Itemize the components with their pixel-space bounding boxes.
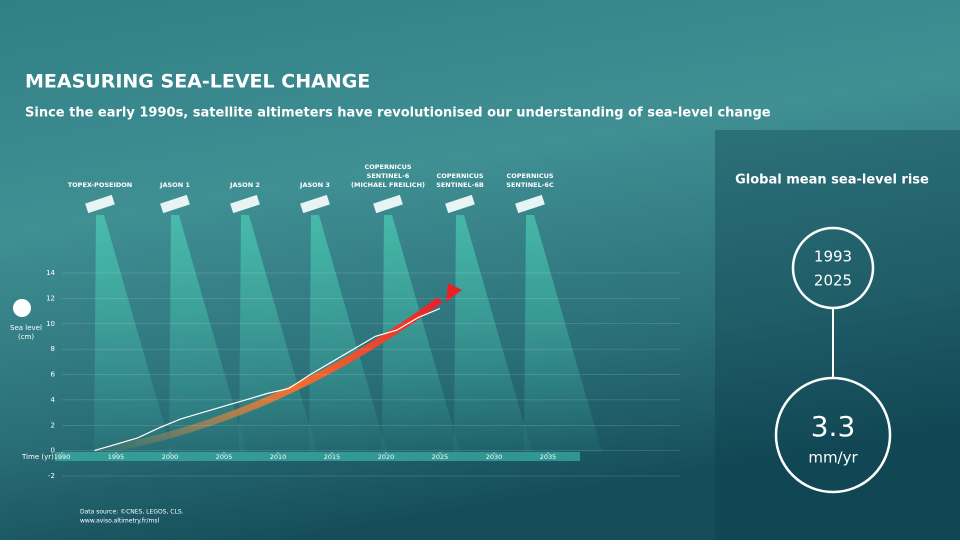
rate: 3.3	[811, 410, 856, 443]
rate-circle	[774, 376, 892, 494]
x-tick-label: 2020	[378, 453, 395, 461]
satellite-label: JASON 2	[229, 181, 260, 189]
x-tick-label: 2015	[324, 453, 341, 461]
beam	[382, 215, 460, 452]
y-tick-label: 2	[51, 421, 55, 429]
year-end: 2025	[814, 272, 852, 290]
source: www.aviso.altimetry.fr/msl	[80, 518, 159, 525]
x-tick-label: 2025	[432, 453, 449, 461]
beam	[524, 215, 602, 452]
y-tick-label: 14	[46, 269, 55, 277]
sea-level-icon	[13, 299, 31, 317]
x-tick-label: 2010	[270, 453, 287, 461]
arrow-head	[446, 283, 462, 302]
title: MEASURING SEA-LEVEL CHANGE	[25, 71, 370, 93]
beam	[94, 215, 172, 452]
satellite-label: COPERNICUS	[506, 172, 553, 180]
satellite-icon	[160, 194, 190, 214]
satellite-label: TOPEX-POSEIDON	[68, 181, 133, 189]
beam	[454, 215, 532, 452]
y-tick-label: 4	[51, 396, 56, 404]
beam	[309, 215, 387, 452]
satellite-label: JASON 1	[159, 181, 190, 189]
y-tick-label: -2	[48, 472, 55, 480]
satellite-icon	[85, 194, 115, 214]
x-label: Time (yr)	[21, 453, 54, 461]
y-label: Sea level	[10, 324, 42, 332]
satellite-label: SENTINEL-6B	[436, 181, 484, 189]
rate-unit: mm/yr	[808, 449, 858, 467]
satellite-label: SENTINEL-6C	[506, 181, 554, 189]
side-panel	[715, 130, 960, 540]
y-tick-label: 10	[46, 320, 55, 328]
x-tick-label: 2005	[216, 453, 233, 461]
beam	[239, 215, 317, 452]
satellite-icon	[300, 194, 330, 214]
panel-title: Global mean sea-level rise	[735, 173, 929, 188]
source: Data source: ©CNES, LEGOS, CLS.	[80, 509, 184, 516]
x-tick-label: 1990	[54, 453, 71, 461]
satellite-icon	[373, 194, 403, 214]
year-start: 1993	[814, 248, 852, 266]
y-tick-label: 8	[51, 345, 55, 353]
subtitle: Since the early 1990s, satellite altimet…	[25, 106, 771, 121]
y-tick-label: 12	[46, 294, 55, 302]
satellite-label: SENTINEL-6	[367, 172, 410, 180]
satellite-icon	[515, 194, 545, 214]
x-tick-label: 2030	[486, 453, 503, 461]
x-tick-label: 1995	[108, 453, 125, 461]
y-tick-label: 0	[51, 447, 55, 455]
x-tick-label: 2035	[540, 453, 557, 461]
satellite-label: COPERNICUS	[436, 172, 483, 180]
sea-level-line	[94, 307, 441, 452]
satellite-label: COPERNICUS	[364, 163, 411, 171]
beams	[94, 215, 602, 452]
beam	[169, 215, 247, 452]
y-tick-label: 6	[51, 371, 56, 379]
x-tick-label: 2000	[162, 453, 179, 461]
years-circle	[791, 226, 875, 310]
satellite-label: (MICHAEL FREILICH)	[351, 181, 425, 189]
time-band	[55, 452, 580, 461]
satellite-icon	[230, 194, 260, 214]
y-label: (cm)	[18, 333, 34, 341]
satellite-icon	[445, 194, 475, 214]
satellite-label: JASON 3	[299, 181, 330, 189]
